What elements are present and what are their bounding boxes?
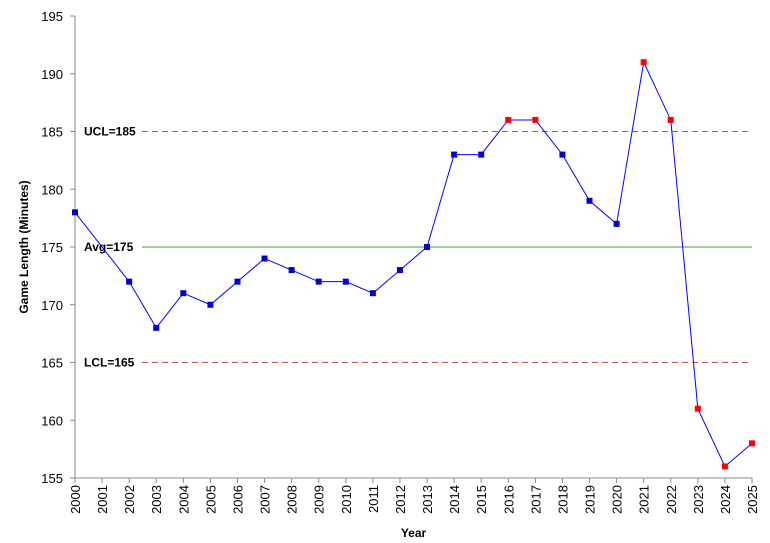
data-point	[613, 220, 620, 227]
data-point	[126, 278, 133, 285]
x-tick-label: 2004	[176, 485, 191, 514]
y-axis: 155 160 165 170 175 180 185 190 195	[41, 9, 76, 486]
x-tick-label: 2013	[420, 485, 435, 514]
y-tick-label: 190	[41, 67, 63, 82]
x-tick-label: 2005	[203, 485, 218, 514]
x-tick-label: 2022	[664, 485, 679, 514]
out-of-control-point	[749, 440, 755, 447]
x-tick-label: 2012	[393, 485, 408, 514]
x-tick-label: 2010	[339, 485, 354, 514]
data-point	[559, 151, 566, 158]
data-point	[369, 290, 376, 297]
data-point	[478, 151, 485, 158]
y-tick-label: 155	[41, 471, 63, 486]
x-tick-label: 2001	[95, 485, 110, 514]
data-point	[288, 267, 295, 274]
x-axis-title: Year	[401, 526, 427, 540]
y-tick-label: 165	[41, 356, 63, 371]
series-line	[74, 60, 753, 468]
y-tick-label: 175	[41, 240, 63, 255]
ucl-label: UCL=185	[84, 125, 136, 139]
series-polyline	[74, 60, 753, 468]
data-point	[315, 278, 322, 285]
data-point	[261, 255, 268, 262]
data-point	[396, 267, 403, 274]
data-point	[72, 209, 78, 216]
x-tick-label: 2017	[528, 485, 543, 514]
data-point	[342, 278, 349, 285]
data-point	[586, 197, 593, 204]
x-tick-label: 2024	[718, 485, 733, 514]
x-tick-label: 2016	[501, 485, 516, 514]
data-point	[207, 301, 214, 308]
out-of-control-point	[667, 116, 674, 123]
x-tick-label: 2020	[610, 485, 625, 514]
lcl-label: LCL=165	[84, 356, 135, 370]
data-points	[72, 59, 755, 470]
x-tick-label: 2011	[366, 485, 381, 513]
y-tick-label: 170	[41, 298, 63, 313]
x-tick-label: 2008	[285, 485, 300, 514]
y-tick-label: 160	[41, 413, 63, 428]
x-tick-label: 2014	[447, 485, 462, 514]
x-tick-label: 2006	[230, 485, 245, 514]
x-tick-label: 2003	[149, 485, 164, 514]
control-limit-lines: UCL=185 Avg=175 LCL=165	[84, 125, 752, 370]
y-tick-label: 185	[41, 125, 63, 140]
x-tick-label: 2009	[312, 485, 327, 514]
x-tick-label: 2002	[122, 485, 137, 514]
data-point	[234, 278, 241, 285]
x-axis: 2000 2001 2002 2003 2004 2005 2006 2007 2008 2009…	[68, 477, 760, 514]
data-point	[451, 151, 458, 158]
data-point	[424, 244, 431, 250]
y-axis-title: Game Length (Minutes)	[17, 180, 31, 313]
x-tick-label: 2023	[691, 485, 706, 514]
x-tick-label: 2019	[583, 485, 598, 514]
out-of-control-point	[532, 116, 539, 123]
y-tick-label: 180	[41, 182, 63, 197]
avg-label: Avg=175	[84, 240, 134, 254]
data-point	[180, 290, 187, 297]
x-tick-label: 2018	[555, 485, 570, 514]
data-point	[153, 324, 160, 331]
x-tick-label: 2007	[258, 485, 273, 514]
x-tick-label: 2025	[745, 485, 760, 514]
x-tick-label: 2021	[637, 485, 652, 514]
out-of-control-point	[721, 463, 728, 470]
out-of-control-point	[694, 405, 701, 412]
out-of-control-point	[505, 116, 512, 123]
y-tick-label: 195	[41, 9, 63, 24]
out-of-control-point	[640, 59, 647, 66]
x-tick-label: 2015	[474, 485, 489, 514]
x-tick-label: 2000	[68, 485, 83, 514]
